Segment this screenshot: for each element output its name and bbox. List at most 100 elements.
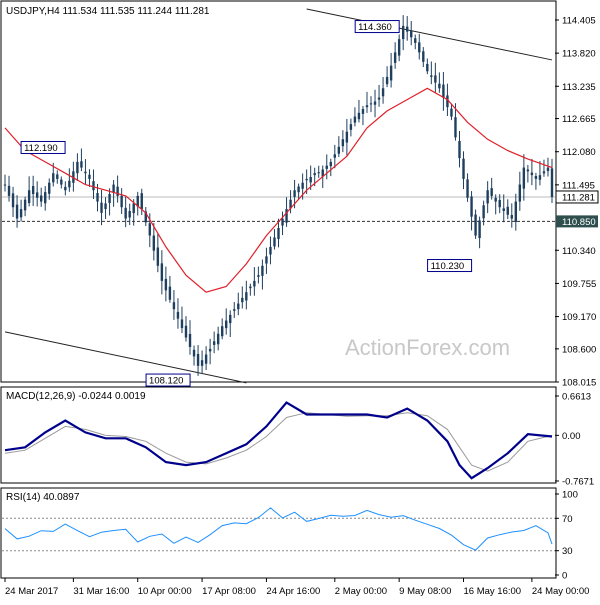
candle-body: [381, 88, 385, 97]
candle-body: [426, 63, 429, 72]
candle-body: [466, 179, 469, 198]
candle-body: [353, 116, 357, 123]
candle-body: [204, 354, 208, 364]
current-price-box: [555, 190, 599, 204]
price-axis-label: 108.015: [562, 378, 596, 389]
candle-body: [365, 105, 369, 108]
candle-body: [265, 256, 268, 264]
candle-body: [132, 203, 135, 214]
rsi-axis-label: 30: [562, 546, 573, 557]
rsi-axis-label: 0: [562, 571, 567, 582]
macd-axis-label: -0.7671: [562, 477, 594, 488]
candle-body: [11, 193, 15, 208]
candle-body: [518, 184, 522, 202]
candle-body: [237, 303, 240, 310]
candle-body: [188, 333, 192, 347]
candle-body: [341, 139, 345, 147]
macd-plot: [4, 401, 553, 480]
candle-body: [76, 161, 79, 174]
candle-body: [233, 309, 236, 311]
moving-average-line: [4, 87, 553, 293]
candle-body: [23, 199, 27, 211]
candle-body: [140, 193, 143, 210]
price-axis-label: 112.665: [562, 114, 596, 125]
candle-body: [176, 311, 180, 319]
candle-body: [120, 195, 123, 208]
candle-body: [522, 167, 526, 189]
time-axis-label: 24 May 00:00: [532, 586, 590, 597]
candle-body: [357, 112, 361, 120]
candle-body: [112, 184, 115, 193]
candle-body: [301, 182, 304, 189]
candle-body: [502, 208, 505, 212]
candle-body: [212, 341, 216, 345]
candle-body: [494, 197, 497, 202]
candle-body: [474, 214, 477, 236]
candle-body: [281, 218, 284, 226]
candle-body: [313, 173, 316, 176]
macd-signal-line: [4, 412, 553, 472]
candle-body: [19, 209, 23, 218]
candle-body: [229, 314, 232, 324]
candle-body: [422, 51, 425, 62]
candle-body: [269, 246, 272, 255]
time-axis-label: 9 May 08:00: [399, 586, 451, 597]
rsi-panel-frame: [0, 487, 557, 579]
candle-body: [52, 173, 55, 183]
channel-line: [306, 8, 553, 61]
candle-body: [325, 165, 328, 169]
candle-body: [225, 320, 228, 329]
price-callout-label: 114.360: [358, 22, 392, 33]
price-panel-frame: [0, 0, 557, 383]
candle-body: [361, 109, 365, 114]
candle-body: [450, 108, 453, 117]
candle-body: [277, 228, 280, 240]
candle-body: [160, 263, 164, 281]
candle-body: [27, 190, 31, 204]
candle-body: [60, 179, 63, 185]
candle-body: [289, 199, 292, 209]
candle-body: [297, 186, 300, 193]
candle-body: [373, 101, 377, 105]
candle-body: [180, 319, 184, 329]
candle-body: [152, 235, 156, 251]
candle-body: [104, 203, 107, 210]
candle-body: [164, 278, 168, 291]
candle-body: [208, 348, 212, 352]
time-axis-label: 24 Apr 16:00: [266, 586, 320, 597]
candle-body: [100, 202, 103, 213]
candle-body: [116, 186, 119, 196]
rsi-panel-title: RSI(14) 40.0897: [6, 492, 80, 503]
candle-body: [31, 186, 35, 195]
price-axis-label: 112.080: [562, 147, 596, 158]
candle-body: [156, 247, 160, 266]
candle-body: [498, 199, 501, 208]
time-axis-label: 24 Mar 2017: [5, 586, 58, 597]
price-callout-label: 108.120: [149, 376, 183, 387]
price-callout-label: 110.230: [431, 261, 465, 272]
candle-body: [546, 167, 550, 172]
candle-body: [108, 194, 111, 204]
candle-body: [15, 204, 19, 219]
candle-body: [401, 25, 405, 40]
macd-axis-label: 0.6613: [562, 392, 591, 403]
candle-body: [321, 169, 324, 177]
price-axis-label: 114.405: [562, 16, 596, 27]
candle-body: [406, 26, 409, 32]
candle-body: [56, 174, 59, 179]
candle-body: [172, 302, 176, 310]
candle-body: [200, 360, 204, 366]
candle-body: [72, 171, 75, 183]
rsi-axis-label: 100: [562, 490, 578, 501]
time-axis-label: 2 May 00:00: [335, 586, 387, 597]
candle-body: [510, 215, 513, 219]
candle-body: [48, 182, 51, 194]
macd-line: [4, 401, 553, 480]
candle-body: [434, 75, 437, 83]
candle-body: [385, 76, 389, 85]
candle-body: [542, 171, 546, 174]
candle-body: [317, 172, 320, 174]
rsi-line: [4, 507, 553, 551]
candle-body: [220, 326, 224, 337]
